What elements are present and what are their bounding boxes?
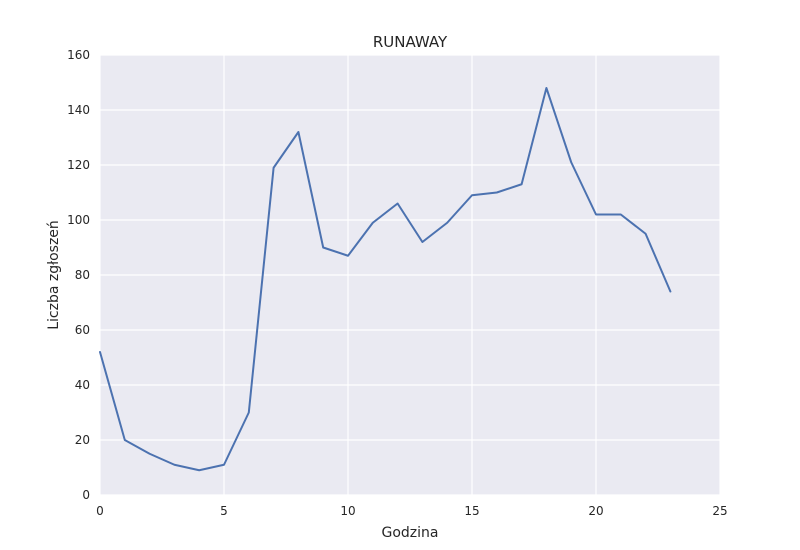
series-line — [99, 87, 672, 472]
x-tick-label: 20 — [588, 504, 603, 518]
y-tick-label: 160 — [67, 48, 90, 62]
y-gridlines — [100, 54, 720, 496]
y-tick-labels: 0 20 40 60 80 100 120 140 160 — [67, 48, 90, 502]
x-tick-label: 10 — [340, 504, 355, 518]
x-tick-label: 0 — [96, 504, 104, 518]
x-tick-label: 5 — [220, 504, 228, 518]
x-tick-label: 15 — [464, 504, 479, 518]
y-tick-label: 60 — [75, 323, 90, 337]
y-tick-label: 120 — [67, 158, 90, 172]
y-tick-label: 40 — [75, 378, 90, 392]
x-tick-label: 25 — [712, 504, 727, 518]
y-axis-label: Liczba zgłoszeń — [46, 220, 62, 330]
y-tick-label: 20 — [75, 433, 90, 447]
chart-title: RUNAWAY — [373, 33, 448, 51]
y-tick-label: 0 — [82, 488, 90, 502]
y-tick-label: 140 — [67, 103, 90, 117]
x-axis-label: Godzina — [382, 525, 439, 541]
y-tick-label: 100 — [67, 213, 90, 227]
series-group — [99, 87, 672, 472]
x-tick-labels: 0 5 10 15 20 25 — [96, 504, 727, 518]
y-tick-label: 80 — [75, 268, 90, 282]
